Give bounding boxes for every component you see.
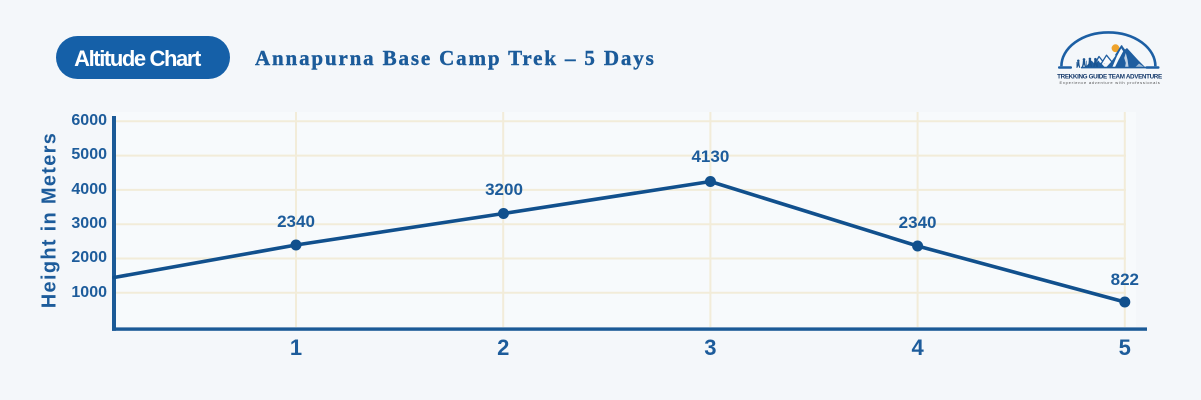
svg-text:Experience adventure with prof: Experience adventure with professionals <box>1059 80 1160 85</box>
svg-text:TREKKING GUIDE TEAM ADVENTURE: TREKKING GUIDE TEAM ADVENTURE <box>1057 74 1162 81</box>
